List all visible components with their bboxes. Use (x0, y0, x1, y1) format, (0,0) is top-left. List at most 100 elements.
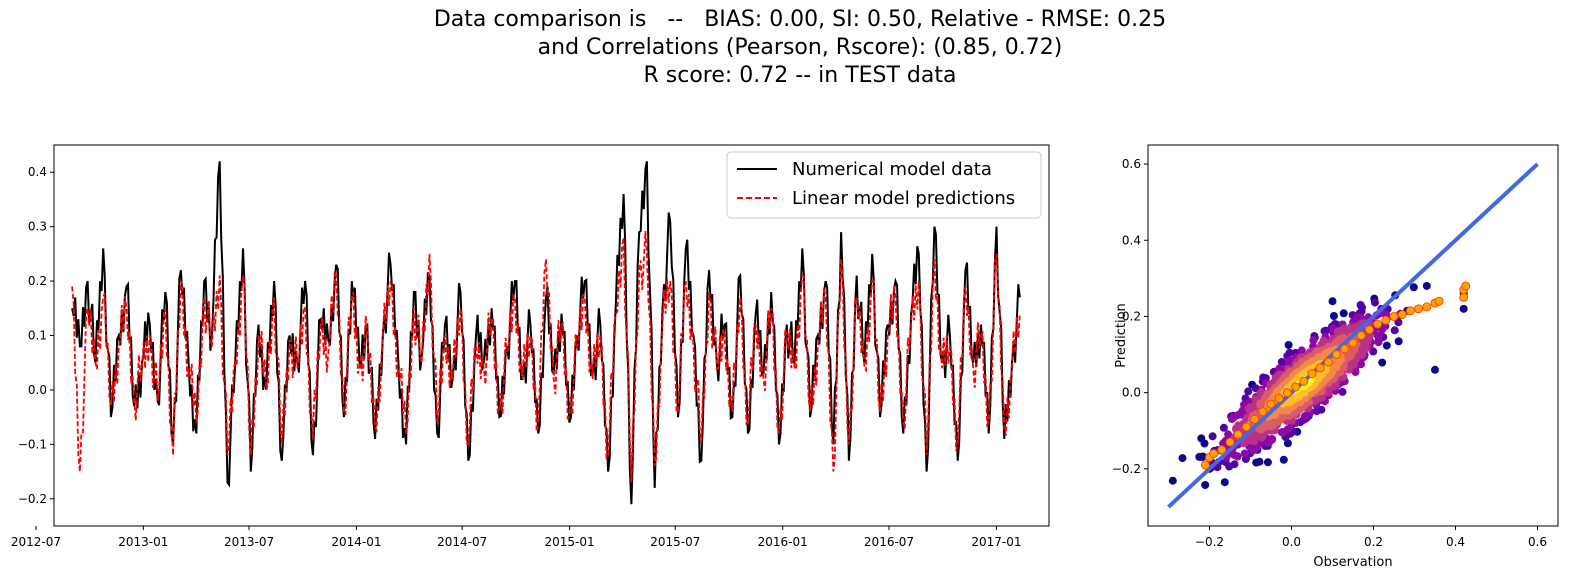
binned-point (1241, 422, 1251, 432)
binned-point (1364, 325, 1374, 335)
binned-point (1397, 310, 1407, 320)
y-tick-label: 0.0 (28, 383, 47, 397)
scatter-point (1244, 387, 1253, 396)
figure-title: Data comparison is -- BIAS: 0.00, SI: 0.… (0, 6, 1578, 90)
y-tick-label: −0.2 (1112, 462, 1141, 476)
title-line-1: Data comparison is -- BIAS: 0.00, SI: 0.… (433, 7, 1167, 32)
binned-point (1209, 449, 1219, 459)
scatter-point (1283, 439, 1292, 448)
binned-point (1291, 382, 1301, 392)
scatter-point (1312, 407, 1321, 415)
scatter-point (1297, 346, 1306, 355)
y-tick-label: 0.2 (28, 274, 47, 288)
legend-label: Numerical model data (792, 159, 992, 180)
scatter-point (1329, 312, 1338, 320)
scatter-point (1168, 476, 1177, 485)
x-tick-label: 2015-07 (650, 535, 700, 549)
scatter-point (1230, 450, 1239, 459)
binned-point (1459, 292, 1469, 302)
scatter-point (1378, 358, 1387, 367)
binned-point (1200, 460, 1210, 470)
x-tick-label: 2016-07 (864, 535, 914, 549)
x-tick-label: 2014-01 (331, 535, 381, 549)
y-tick-label: 0.4 (28, 165, 47, 179)
x-tick-label: 0.6 (1528, 535, 1547, 549)
y-tick-label: 0.3 (28, 220, 47, 234)
scatter-point (1201, 481, 1210, 489)
timeseries-panel: −0.2 −0.1 0.0 0.1 0.2 0.3 0.4 2012-07 2013-01 201… (11, 144, 1050, 549)
binned-point (1282, 388, 1292, 398)
scatter-outlier (1431, 365, 1439, 374)
y-tick-label: −0.1 (18, 437, 47, 451)
scatter-point (1198, 452, 1207, 461)
scatter-point (1178, 454, 1187, 463)
scatter-point (1230, 460, 1239, 469)
scatter-point (1220, 478, 1229, 487)
x-axis-label: Observation (1313, 555, 1392, 570)
binned-point (1332, 350, 1342, 360)
y-tick-label: −0.2 (18, 492, 47, 506)
scatter-point (1371, 298, 1379, 307)
scatter-point (1394, 337, 1403, 346)
x-tick-label: 2015-01 (545, 535, 595, 549)
y-tick-label: 0.1 (28, 329, 47, 343)
scatter-point (1338, 387, 1347, 396)
scatter-point (1279, 455, 1288, 464)
binned-point (1315, 363, 1325, 373)
binned-point (1258, 407, 1268, 417)
x-tick-label: 2014-07 (437, 535, 487, 549)
scatter-point (1409, 283, 1418, 292)
legend-label: Linear model predictions (792, 188, 1015, 209)
binned-point (1461, 281, 1471, 291)
binned-point (1266, 399, 1276, 409)
y-tick-label: 0.4 (1122, 233, 1141, 247)
scatter-point (1240, 449, 1249, 458)
scatter-outlier (1328, 297, 1337, 306)
x-tick-label: 2013-01 (118, 535, 168, 549)
scatter-point (1208, 432, 1217, 441)
series-line-numerical-model (71, 161, 1021, 505)
binned-point (1381, 315, 1391, 325)
binned-point (1233, 430, 1243, 440)
binned-point (1217, 445, 1227, 455)
scatter-point (1277, 358, 1286, 366)
scatter-point (1394, 318, 1403, 327)
x-tick-label: 2017-01 (971, 535, 1021, 549)
scatter-outlier (1459, 304, 1468, 313)
scatter-point (1277, 428, 1286, 437)
fit-line (1167, 162, 1539, 509)
scatter-point (1322, 326, 1331, 335)
legend-box (726, 151, 1042, 219)
legend: Numerical model data Linear model predict… (726, 151, 1042, 219)
y-tick-label: 0.0 (1122, 386, 1141, 400)
scatter-panel: −0.2 0.0 0.2 0.4 0.6 −0.2 0.0 0.2 0.4 0.6 Observat… (1112, 144, 1559, 570)
scatter-point (1252, 458, 1261, 467)
binned-point (1414, 304, 1424, 314)
y-tick-label: 0.6 (1122, 157, 1141, 171)
binned-point (1434, 296, 1444, 306)
scatter-point (1339, 309, 1348, 318)
x-tick-label: 0.4 (1446, 535, 1465, 549)
binned-point (1389, 311, 1399, 321)
title-line-3: R score: 0.72 -- in TEST data (643, 63, 957, 88)
scatter-point (1219, 423, 1228, 432)
y-tick-label: 0.2 (1122, 309, 1141, 323)
x-tick-label: 2016-01 (758, 535, 808, 549)
y-axis-label: Prediction (1114, 303, 1129, 368)
binned-point (1373, 319, 1383, 329)
binned-point (1274, 393, 1284, 403)
binned-point (1307, 369, 1317, 379)
scatter-point (1300, 412, 1309, 421)
binned-point (1348, 338, 1358, 348)
binned-point (1356, 331, 1366, 340)
scatter-outlier (1197, 434, 1206, 443)
binned-point (1422, 302, 1432, 312)
binned-point (1323, 357, 1333, 367)
scatter-point (1382, 341, 1391, 350)
binned-point (1225, 437, 1235, 447)
scatter-point (1284, 341, 1293, 349)
scatter-point (1268, 435, 1277, 443)
binned-point (1405, 306, 1415, 316)
x-tick-label: −0.2 (1195, 535, 1224, 549)
